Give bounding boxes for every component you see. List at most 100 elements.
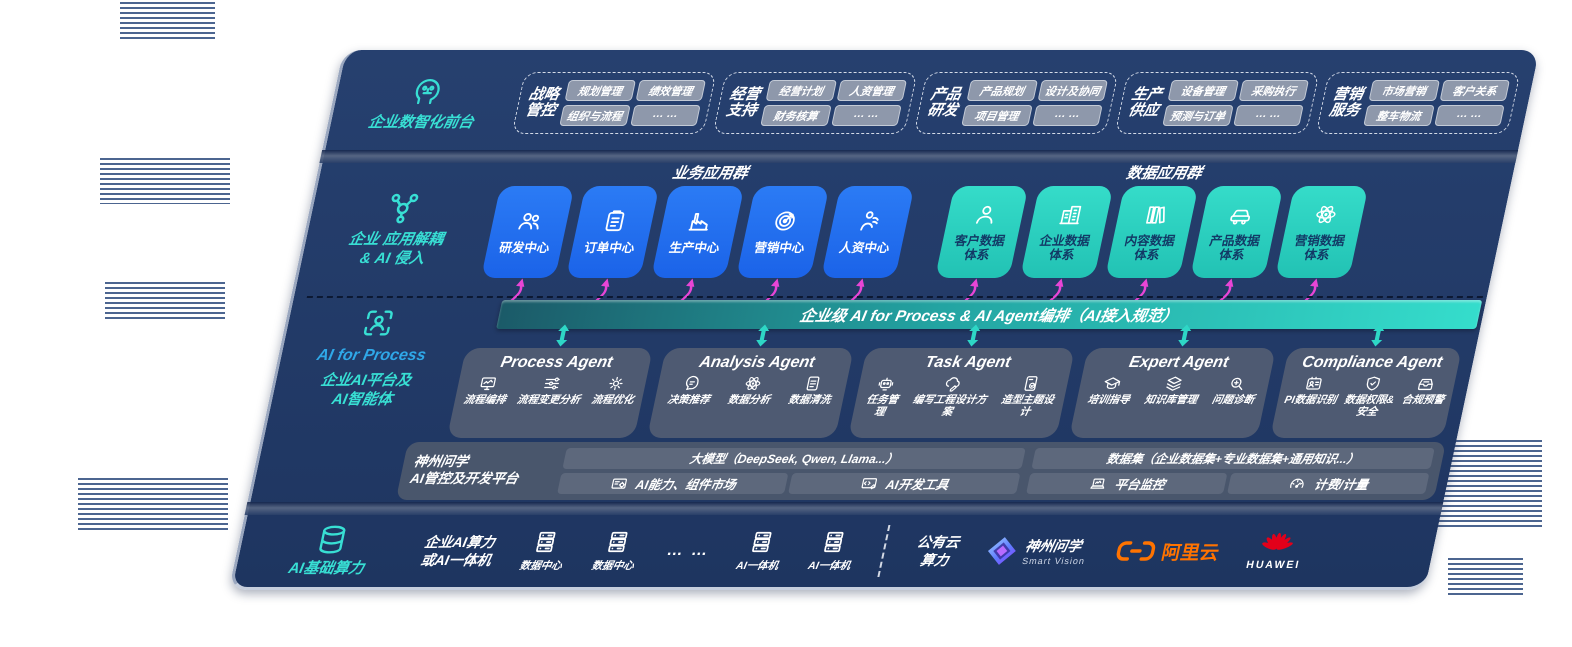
layers-icon: [1165, 376, 1183, 391]
group-production-supply: 生产 供应 设备管理 采购执行 预测与订单 … …: [1114, 72, 1320, 134]
glitch-stripes: [1448, 558, 1523, 598]
model-cells: AI能力、组件市场 AI开发工具: [557, 473, 1021, 494]
node-datacenter: 数据中心: [590, 529, 641, 573]
shield-icon: [1365, 376, 1381, 391]
platform-model-half: 大模型（DeepSeek, Qwen, Llama...） AI能力、组件市场 …: [557, 448, 1026, 494]
workflow-icon: [479, 377, 497, 391]
app-layer-side: 企业 应用解耦 & AI 侵入: [291, 162, 505, 296]
vendor-huawei: HUAWEI: [1245, 532, 1307, 571]
box-hr-center: 人资中心: [820, 186, 915, 310]
pill: 采购执行: [1238, 80, 1310, 101]
agent-item: 任务管理: [858, 374, 908, 418]
pill: 人资管理: [836, 80, 908, 101]
clipboard-icon: [605, 210, 626, 232]
node-ai-appliance: AI一体机: [807, 529, 858, 573]
group-pills: 经营计划 人资管理 财务核算 … …: [760, 80, 908, 126]
dataset-bar: 数据集（企业数据集+专业数据集+通用知识...）: [1031, 448, 1435, 469]
box-label: 人资中心: [837, 241, 891, 256]
dashed-vertical-divider: [877, 525, 891, 577]
box-label: 营销中心: [752, 241, 806, 256]
group-pills: 产品规划 设计及协同 项目管理 … …: [961, 80, 1109, 126]
cell-label: 平台监控: [1113, 478, 1167, 492]
group-title: 产品 研发: [925, 85, 963, 120]
document-icon: [806, 376, 820, 391]
id-card-icon: [1305, 376, 1323, 390]
scan-person-icon: [363, 310, 394, 336]
pill: … …: [1031, 105, 1103, 126]
building-icon: [1058, 205, 1082, 224]
pill: 项目管理: [961, 105, 1033, 126]
gauge-icon: [1290, 478, 1306, 488]
agent-title: Process Agent: [499, 354, 615, 371]
server-icon: [752, 531, 773, 553]
dataset-cells: 平台监控 计费/计量: [1025, 473, 1430, 494]
users-icon: [518, 213, 542, 230]
box-enterprise-data: 企业数据 体系: [1019, 186, 1114, 310]
ai-orchestration-banner: 企业级 AI for Process & AI Agent编排（AI接入规范）: [496, 300, 1483, 329]
glitch-stripes: [105, 282, 225, 322]
box-production-center: 生产中心: [650, 186, 745, 310]
dashed-separator: [306, 296, 1484, 298]
vendor-subtitle: Smart Vision: [1021, 556, 1087, 566]
agent-title: Task Agent: [923, 354, 1013, 371]
vendor-name: 阿里云: [1159, 542, 1222, 564]
atom-icon: [1313, 203, 1338, 225]
platform-label: 神州问学 AI管控及开发平台: [408, 454, 520, 486]
cloud-pen-icon: [944, 377, 962, 392]
pill: 整车物流: [1363, 105, 1435, 126]
data-app-group: 数据应用群 客户数据 体系 企业数据 体系: [931, 162, 1373, 310]
agent-item-label: 数据分析: [726, 394, 772, 406]
platform-bar: 神州问学 AI管控及开发平台 大模型（DeepSeek, Qwen, Llama…: [395, 442, 1447, 500]
ai-platform-label-cn: 企业AI平台及 AI智能体: [319, 372, 413, 408]
group-title: 战略 管控: [523, 85, 561, 120]
business-app-boxes: 研发中心 订单中心 生产中心: [480, 186, 915, 310]
cell-ai-dev-tools: AI开发工具: [788, 473, 1021, 494]
node-label: 数据中心: [590, 560, 635, 572]
box-label: 企业数据 体系: [1038, 233, 1092, 262]
pill: 组织与流程: [559, 105, 631, 126]
agent-items: 培训指导 知识库管理 问题诊断: [1082, 374, 1264, 407]
diagnose-search-icon: [1229, 377, 1245, 391]
cell-ai-capability-market: AI能力、组件市场: [557, 473, 789, 494]
node-datacenter: 数据中心: [518, 529, 569, 573]
public-cloud-label: 公有云 算力: [915, 533, 962, 568]
pill: 预测与订单: [1162, 105, 1234, 126]
compute-row: 企业AI算力 或AI一体机 数据中心 数据中心 … … AI一体机 AI一体机: [417, 525, 1438, 577]
pill: 经营计划: [765, 80, 837, 101]
platform-dataset-half: 数据集（企业数据集+专业数据集+通用知识...） 平台监控 计费/计量: [1025, 448, 1435, 494]
box-label: 研发中心: [497, 241, 551, 256]
pill: … …: [830, 105, 902, 126]
agent-items: PI数据识别 数据权限& 安全 合规预警: [1280, 374, 1451, 418]
box-product-data: 产品数据 体系: [1189, 186, 1284, 310]
agent-item-label: 合规预警: [1400, 394, 1446, 406]
task-agent-card: Task Agent 任务管理 编写工程设计方案 造型主题设计: [847, 324, 1076, 438]
process-agent-card: Process Agent 流程编排 流程变更分析 流程优化: [446, 324, 654, 438]
compute-layer: AI基础算力 企业AI算力 或AI一体机 数据中心 数据中心 … … AI一体机: [229, 516, 1440, 586]
smart-vision-diamond-icon: [988, 537, 1017, 565]
glitch-stripes: [78, 478, 228, 530]
data-app-group-title: 数据应用群: [1124, 165, 1204, 182]
server-icon: [535, 531, 556, 553]
agent-item-label: 问题诊断: [1210, 394, 1256, 406]
app-layer-label: 企业 应用解耦 & AI 侵入: [347, 231, 445, 267]
decision-chat-icon: [684, 375, 700, 391]
layer-divider: [244, 502, 1444, 515]
agent-item-label: 培训指导: [1086, 394, 1131, 406]
agent-item-label: 造型主题设计: [999, 394, 1055, 418]
component-market-icon: [611, 478, 627, 489]
cell-label: AI开发工具: [884, 478, 950, 492]
pill: 绩效管理: [635, 80, 707, 101]
cell-platform-monitor: 平台监控: [1025, 473, 1228, 494]
box-marketing-center: 营销中心: [735, 186, 830, 310]
agent-items: 流程编排 流程变更分析 流程优化: [460, 374, 642, 407]
agent-item-label: 流程优化: [590, 394, 635, 406]
agent-item: 决策推荐: [666, 374, 715, 407]
agents-row: Process Agent 流程编排 流程变更分析 流程优化: [446, 324, 1476, 438]
tablet-check-icon: [1024, 376, 1038, 391]
node-label: 数据中心: [518, 560, 563, 572]
cluster-label: 企业AI算力 或AI一体机: [419, 533, 497, 568]
ai-platform-label-en: AI for Process: [315, 347, 428, 364]
group-title: 经营 支持: [724, 85, 762, 120]
agent-items: 任务管理 编写工程设计方案 造型主题设计: [858, 374, 1064, 418]
